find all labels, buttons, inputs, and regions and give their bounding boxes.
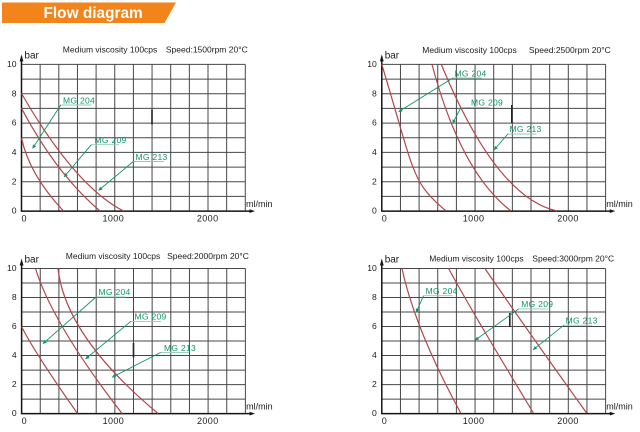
svg-text:10: 10	[7, 59, 17, 69]
svg-text:MG 209: MG 209	[521, 299, 553, 309]
svg-text:bar: bar	[25, 255, 40, 266]
svg-text:0: 0	[12, 408, 17, 418]
svg-text:MG 213: MG 213	[566, 316, 598, 326]
svg-text:2000: 2000	[557, 416, 579, 426]
svg-text:6: 6	[372, 321, 377, 331]
svg-text:6: 6	[12, 321, 17, 331]
svg-text:MG 204: MG 204	[63, 95, 95, 105]
svg-text:Speed:1500rpm 20°C: Speed:1500rpm 20°C	[166, 45, 248, 55]
svg-text:MG 204: MG 204	[455, 68, 487, 78]
svg-text:8: 8	[372, 292, 377, 302]
svg-text:Flow diagram: Flow diagram	[44, 5, 143, 22]
svg-text:MG 213: MG 213	[510, 124, 542, 134]
svg-text:1000: 1000	[102, 214, 124, 224]
svg-text:8: 8	[372, 88, 377, 98]
svg-text:2: 2	[372, 176, 377, 186]
svg-text:0: 0	[12, 206, 17, 216]
svg-text:2: 2	[12, 176, 17, 186]
svg-text:10: 10	[367, 263, 377, 273]
svg-text:2: 2	[372, 379, 377, 389]
svg-text:2000: 2000	[197, 214, 219, 224]
svg-text:2000: 2000	[197, 416, 219, 426]
svg-text:Medium viscosity 100cps: Medium viscosity 100cps	[422, 45, 516, 55]
svg-text:bar: bar	[24, 51, 39, 62]
svg-text:10: 10	[7, 263, 17, 273]
svg-text:MG 204: MG 204	[426, 286, 458, 296]
svg-text:ml/min: ml/min	[606, 199, 633, 209]
svg-text:ml/min: ml/min	[246, 199, 273, 209]
svg-text:Speed:3000rpm 20°C: Speed:3000rpm 20°C	[532, 253, 614, 263]
svg-text:2: 2	[12, 379, 17, 389]
svg-text:10: 10	[367, 59, 377, 69]
svg-text:0: 0	[21, 214, 26, 224]
svg-text:4: 4	[12, 350, 17, 360]
svg-text:Speed:2000rpm 20°C: Speed:2000rpm 20°C	[167, 251, 249, 261]
svg-text:0: 0	[22, 416, 27, 426]
svg-text:0: 0	[372, 206, 377, 216]
svg-text:4: 4	[12, 147, 17, 157]
svg-text:ml/min: ml/min	[606, 401, 633, 411]
svg-text:bar: bar	[385, 255, 400, 266]
svg-text:MG 213: MG 213	[136, 152, 168, 162]
svg-text:MG 209: MG 209	[471, 97, 503, 107]
svg-text:1000: 1000	[463, 214, 485, 224]
svg-text:MG 209: MG 209	[95, 135, 127, 145]
svg-text:MG 213: MG 213	[164, 343, 196, 353]
svg-text:MG 204: MG 204	[99, 287, 131, 297]
svg-text:4: 4	[372, 350, 377, 360]
svg-text:Medium viscosity 100cps: Medium viscosity 100cps	[429, 253, 523, 263]
svg-text:8: 8	[12, 88, 17, 98]
svg-text:4: 4	[372, 147, 377, 157]
svg-text:0: 0	[372, 408, 377, 418]
svg-text:1000: 1000	[463, 416, 485, 426]
svg-text:6: 6	[12, 118, 17, 128]
svg-text:0: 0	[382, 416, 387, 426]
svg-text:Speed:2500rpm 20°C: Speed:2500rpm 20°C	[529, 45, 611, 55]
svg-text:2000: 2000	[557, 214, 579, 224]
svg-text:ml/min: ml/min	[246, 401, 273, 411]
svg-text:MG 209: MG 209	[135, 312, 167, 322]
svg-text:8: 8	[12, 292, 17, 302]
svg-text:Medium viscosity 100cps: Medium viscosity 100cps	[63, 45, 157, 55]
svg-text:6: 6	[372, 118, 377, 128]
svg-text:0: 0	[382, 214, 387, 224]
svg-text:Medium viscosity 100cps: Medium viscosity 100cps	[66, 251, 160, 261]
svg-text:1000: 1000	[103, 416, 125, 426]
svg-text:bar: bar	[385, 51, 400, 62]
